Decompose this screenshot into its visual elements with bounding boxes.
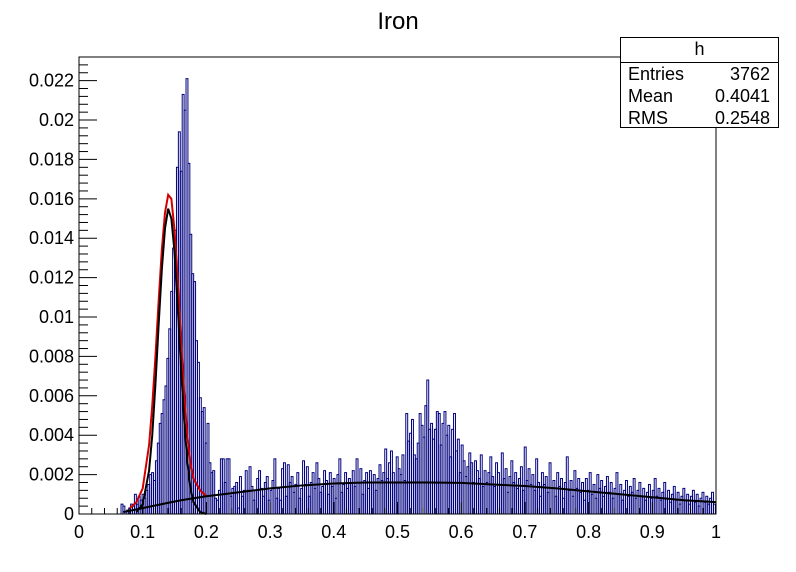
stats-label-mean: Mean: [628, 86, 674, 106]
stats-row-entries: Entries 3762: [621, 63, 778, 85]
fit-curve-component: [123, 481, 717, 514]
x-tick-label: 0.5: [385, 522, 410, 542]
stats-row-mean: Mean 0.4041: [621, 85, 778, 107]
y-tick-label: 0.022: [29, 71, 74, 91]
fit-curves: [123, 192, 717, 515]
y-tick-label: 0.016: [29, 189, 74, 209]
x-tick-label: 0.3: [258, 522, 283, 542]
x-tick-label: 0.4: [321, 522, 346, 542]
y-tick-label: 0.006: [29, 386, 74, 406]
x-tick-label: 0.2: [194, 522, 219, 542]
stats-value-rms: 0.2548: [714, 108, 770, 128]
y-tick-label: 0.004: [29, 425, 74, 445]
x-tick-label: 0.1: [130, 522, 155, 542]
y-tick-label: 0: [64, 504, 74, 524]
axes: 0 0.1 0.2 0.3 0.4 0.5 0.6 0.7 0.8 0.9 1 0 0.002 0.004…: [29, 56, 721, 542]
x-tick-label: 0.9: [640, 522, 665, 542]
stats-label-entries: Entries: [628, 64, 685, 84]
y-tick-label: 0.014: [29, 228, 74, 248]
stats-label-rms: RMS: [628, 108, 668, 128]
x-tick-label: 0.7: [512, 522, 537, 542]
y-tick-label: 0.002: [29, 465, 74, 485]
plot-area: [120, 78, 716, 515]
fit-curve-total: [129, 192, 208, 509]
y-tick-label: 0.008: [29, 346, 74, 366]
x-tick-label: 0: [74, 522, 84, 542]
stats-title: h: [621, 38, 778, 63]
stats-value-mean: 0.4041: [714, 86, 770, 106]
y-tick-label: 0.02: [39, 110, 74, 130]
x-tick-label: 1: [711, 522, 721, 542]
stats-value-entries: 3762: [729, 64, 770, 84]
stats-box: h Entries 3762 Mean 0.4041 RMS 0.2548: [620, 37, 779, 128]
histogram-bin: [712, 503, 716, 515]
y-tick-label: 0.01: [39, 307, 74, 327]
y-tick-label: 0.012: [29, 268, 74, 288]
y-tick-label: 0.018: [29, 149, 74, 169]
fit-curve-component: [135, 208, 207, 515]
chart-title: Iron: [377, 8, 418, 35]
stats-row-rms: RMS 0.2548: [621, 107, 778, 129]
x-tick-label: 0.8: [576, 522, 601, 542]
x-tick-label: 0.6: [449, 522, 474, 542]
